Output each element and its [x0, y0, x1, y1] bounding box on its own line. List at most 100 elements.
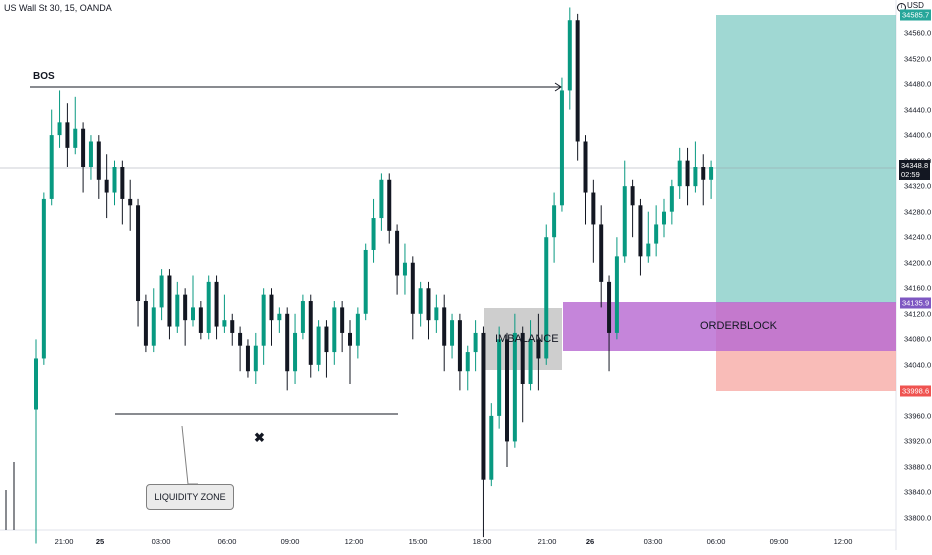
candle-body[interactable] [41, 198, 46, 359]
candle-body[interactable] [81, 128, 86, 168]
candle-body[interactable] [552, 205, 557, 238]
candle-body[interactable] [520, 332, 525, 384]
candle-body[interactable] [73, 128, 78, 148]
candle-body[interactable] [324, 326, 329, 353]
candle-body[interactable] [136, 205, 141, 302]
candle-body[interactable] [646, 243, 651, 257]
candle-body[interactable] [654, 224, 659, 244]
candle-body[interactable] [630, 186, 635, 206]
candle-body[interactable] [622, 186, 627, 257]
candle-body[interactable] [457, 320, 462, 372]
candle-body[interactable] [300, 301, 305, 333]
candle-body[interactable] [512, 332, 517, 442]
candle-body[interactable] [245, 345, 250, 372]
candle-body[interactable] [57, 122, 62, 136]
candle-body[interactable] [316, 326, 321, 365]
candle-body[interactable] [104, 179, 109, 193]
candle-body[interactable] [685, 160, 690, 187]
time-tick-label: 03:00 [643, 537, 663, 546]
candle-body[interactable] [88, 141, 93, 168]
bar-countdown: 02:59 [901, 170, 920, 179]
candle-body[interactable] [49, 135, 54, 199]
candle-body[interactable] [591, 192, 596, 225]
candle-body[interactable] [332, 307, 337, 353]
candle-body[interactable] [418, 288, 423, 314]
candle-body[interactable] [191, 307, 195, 321]
candle-body[interactable] [112, 167, 117, 193]
candle-body[interactable] [450, 320, 455, 346]
candle-body[interactable] [379, 179, 384, 219]
candle-body[interactable] [395, 230, 400, 276]
candle-body[interactable] [363, 249, 368, 314]
target-zone[interactable] [716, 15, 896, 303]
candle-body[interactable] [183, 294, 188, 321]
candle-body[interactable] [662, 211, 666, 225]
currency-text: USD [907, 1, 924, 10]
candle-body[interactable] [544, 237, 549, 359]
candle-body[interactable] [206, 281, 211, 333]
candle-body[interactable] [575, 20, 580, 142]
candle-body[interactable] [355, 313, 360, 346]
candle-body[interactable] [175, 294, 180, 327]
candle-body[interactable] [410, 262, 415, 314]
candle-body[interactable] [285, 313, 290, 372]
candle-body[interactable] [387, 179, 392, 231]
candle-body[interactable] [348, 332, 352, 346]
time-tick-label: 06:00 [217, 537, 237, 546]
candle-body[interactable] [701, 167, 706, 180]
candle-body[interactable] [583, 141, 588, 193]
candle-body[interactable] [614, 256, 619, 333]
candle-body[interactable] [638, 205, 643, 257]
candle-body[interactable] [34, 358, 38, 410]
candle-body[interactable] [505, 339, 509, 442]
candle-body[interactable] [473, 332, 478, 353]
candle-body[interactable] [143, 301, 148, 346]
candle-body[interactable] [599, 224, 604, 282]
candle-body[interactable] [293, 332, 298, 372]
candle-body[interactable] [442, 307, 447, 346]
candle-body[interactable] [120, 167, 125, 199]
candle-body[interactable] [536, 339, 541, 359]
candle-body[interactable] [693, 167, 698, 187]
candle-body[interactable] [677, 160, 682, 187]
candle-body[interactable] [65, 122, 70, 148]
candle-body[interactable] [214, 281, 219, 327]
candle-body[interactable] [434, 307, 439, 321]
candle-body[interactable] [269, 294, 274, 321]
candle-body[interactable] [669, 186, 674, 212]
candle-body[interactable] [238, 332, 243, 346]
candle-body[interactable] [128, 198, 133, 206]
candle-body[interactable] [151, 307, 156, 346]
candle-body[interactable] [96, 141, 101, 180]
candle-body[interactable] [371, 218, 376, 250]
candle-body[interactable] [159, 275, 164, 308]
candle-body[interactable] [465, 352, 470, 372]
current-price-value: 34348.8 [901, 161, 929, 170]
candle-body[interactable] [261, 294, 266, 346]
candle-body[interactable] [426, 288, 431, 321]
candle-body[interactable] [340, 307, 345, 333]
candle-body[interactable] [481, 332, 486, 480]
candle-body[interactable] [222, 320, 227, 327]
price-tick-label: 33920.0 [904, 436, 932, 446]
candle-body[interactable] [709, 167, 714, 180]
candle-body[interactable] [497, 339, 502, 416]
callout-pointer [181, 425, 198, 485]
candle-body[interactable] [277, 313, 282, 321]
candle-body[interactable] [489, 415, 494, 480]
price-tick-label: 33840.0 [904, 487, 932, 497]
candle-body[interactable] [198, 307, 203, 333]
candle-body[interactable] [230, 320, 235, 333]
candle-body[interactable] [402, 262, 407, 276]
candle-body[interactable] [167, 275, 172, 327]
candle-body[interactable] [308, 301, 313, 365]
candle-body[interactable] [253, 345, 258, 372]
candle-body[interactable] [528, 339, 533, 384]
candle-body[interactable] [567, 20, 572, 91]
candle-body[interactable] [607, 281, 612, 333]
liquidity-zone-callout[interactable]: LIQUIDITY ZONE [146, 484, 234, 510]
candle-body[interactable] [559, 90, 564, 206]
symbol-title[interactable]: US Wall St 30, 15, OANDA [4, 3, 112, 13]
